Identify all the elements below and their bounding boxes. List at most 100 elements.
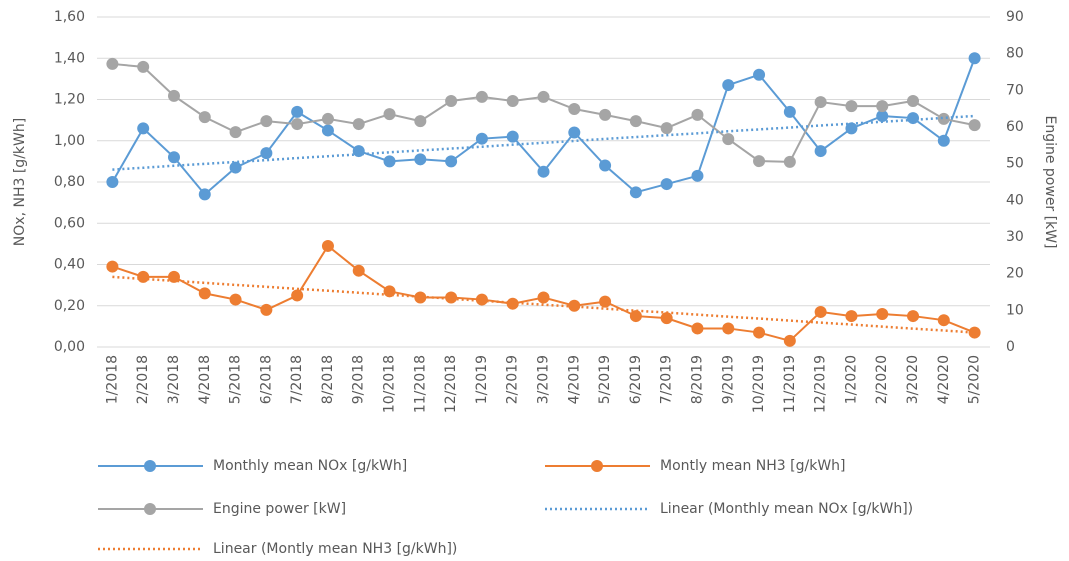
y-tick-label: 0,40 — [54, 257, 85, 273]
point — [106, 176, 119, 188]
x-tick-label: 4/2018 — [197, 355, 213, 404]
point — [137, 122, 150, 135]
legend-label: Linear (Monthly mean NOx [g/kWh]) — [660, 501, 913, 517]
point — [783, 334, 796, 347]
y2-tick-label: 40 — [1006, 192, 1024, 208]
x-tick-label: 8/2019 — [689, 355, 705, 404]
x-tick-label: 5/2019 — [597, 355, 613, 404]
point — [537, 165, 550, 178]
x-tick-label: 1/2019 — [474, 355, 490, 404]
y-tick-label: 0,60 — [54, 215, 85, 231]
y-tick-label: 1,60 — [54, 9, 85, 25]
point — [907, 112, 920, 125]
legend-label: Engine power [kW] — [213, 501, 346, 517]
point — [291, 289, 304, 302]
point — [352, 145, 365, 158]
point — [352, 264, 365, 277]
point — [783, 105, 796, 118]
x-tick-label: 4/2019 — [566, 355, 582, 404]
x-tick-label: 3/2019 — [536, 355, 552, 404]
y2-tick-label: 60 — [1006, 119, 1024, 135]
legend-label: Linear (Montly mean NH3 [g/kWh]) — [213, 541, 457, 557]
trend-line — [112, 114, 975, 171]
y-tick-label: 0,20 — [54, 298, 85, 314]
point — [260, 115, 273, 128]
point — [229, 293, 242, 306]
point — [321, 112, 334, 125]
point — [660, 178, 673, 191]
x-tick-label: 7/2019 — [659, 355, 675, 404]
x-tick-label: 1/2020 — [843, 355, 859, 404]
point — [814, 145, 827, 158]
y-axis-title: NOx, NH3 [g/kWh] — [12, 118, 28, 246]
point — [753, 68, 766, 81]
x-tick-label: 7/2018 — [289, 355, 305, 404]
trend-line — [112, 275, 975, 334]
legend-label: Monthly mean NOx [g/kWh] — [213, 458, 407, 474]
point — [198, 287, 211, 300]
legend-marker — [144, 460, 156, 472]
x-tick-label: 4/2020 — [936, 355, 952, 404]
x-tick-label: 9/2018 — [351, 355, 367, 404]
y2-tick-label: 70 — [1006, 82, 1024, 98]
x-tick-label: 12/2018 — [443, 355, 459, 413]
x-tick-label: 8/2018 — [320, 355, 336, 404]
point — [599, 108, 612, 121]
point — [845, 100, 858, 113]
point — [321, 124, 334, 137]
point — [814, 96, 827, 109]
point — [599, 159, 612, 172]
x-tick-label: 10/2019 — [751, 355, 767, 413]
point — [506, 94, 519, 107]
point — [660, 122, 673, 135]
point — [445, 155, 458, 168]
point — [167, 270, 180, 283]
series-line — [112, 62, 975, 163]
y2-tick-label: 30 — [1006, 229, 1024, 245]
y2-tick-label: 20 — [1006, 266, 1024, 282]
point — [137, 60, 150, 73]
point — [937, 134, 950, 147]
point — [783, 155, 796, 168]
point — [907, 94, 920, 107]
point — [383, 155, 396, 168]
point — [568, 103, 581, 116]
point — [753, 326, 766, 339]
y2-tick-label: 50 — [1006, 156, 1024, 172]
y-tick-label: 0,80 — [54, 174, 85, 190]
y2-tick-label: 10 — [1006, 302, 1024, 318]
point — [167, 151, 180, 164]
x-tick-label: 2/2018 — [135, 355, 151, 404]
point — [106, 260, 119, 273]
point — [568, 126, 581, 139]
point — [198, 111, 211, 124]
point — [753, 155, 766, 168]
y2-tick-label: 90 — [1006, 9, 1024, 25]
point — [475, 90, 488, 103]
point — [537, 90, 550, 103]
point — [722, 79, 735, 92]
point — [599, 295, 612, 308]
point — [845, 122, 858, 135]
point — [876, 110, 889, 122]
point — [691, 108, 704, 121]
point — [907, 310, 920, 323]
point — [691, 169, 704, 182]
x-tick-label: 10/2018 — [382, 355, 398, 413]
x-tick-label: 6/2018 — [258, 355, 274, 404]
x-tick-label: 3/2018 — [166, 355, 182, 404]
point — [691, 322, 704, 335]
point — [506, 130, 519, 143]
point — [968, 52, 981, 65]
point — [629, 310, 642, 323]
x-tick-label: 5/2020 — [967, 355, 983, 404]
legend-marker — [144, 503, 156, 515]
x-tick-label: 1/2018 — [104, 355, 120, 404]
point — [722, 322, 735, 335]
x-tick-label: 9/2019 — [720, 355, 736, 404]
legend-marker — [591, 460, 603, 472]
point — [722, 133, 735, 146]
point — [845, 310, 858, 323]
x-tick-label: 6/2019 — [628, 355, 644, 404]
